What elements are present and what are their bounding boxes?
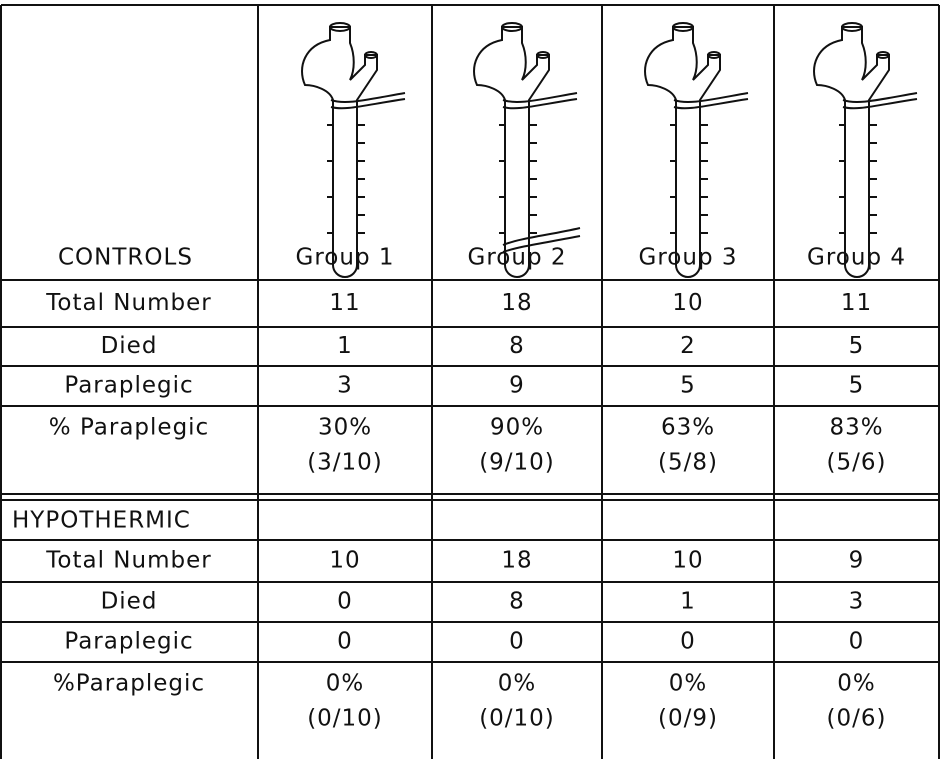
cell: (5/6) [827, 450, 887, 476]
group-header: Group 2 [468, 245, 567, 271]
cell: 0% [498, 671, 537, 697]
cell: 9 [509, 373, 525, 399]
aorta-diagram [301, 22, 406, 278]
cell: 8 [509, 333, 525, 359]
cell: 0 [509, 629, 525, 655]
cell: 5 [849, 373, 865, 399]
cell: 5 [849, 333, 865, 359]
cell: 83% [829, 415, 883, 441]
cell: 63% [661, 415, 715, 441]
cell: 0% [326, 671, 365, 697]
cell: 0 [337, 589, 353, 615]
cell: (5/8) [658, 450, 718, 476]
cell: (3/10) [307, 450, 383, 476]
cell: 0% [669, 671, 708, 697]
cell: 9 [849, 548, 865, 574]
row-label: % Paraplegic [49, 415, 209, 441]
cell: 0% [837, 671, 876, 697]
row-label: Paraplegic [64, 629, 193, 655]
group-header: Group 3 [639, 245, 738, 271]
cell: (0/10) [307, 706, 383, 732]
cell: 90% [490, 415, 544, 441]
cell: 3 [337, 373, 353, 399]
cell: 0 [849, 629, 865, 655]
aorta-diagram [813, 22, 918, 278]
row-label: Died [101, 589, 158, 615]
cell: 30% [318, 415, 372, 441]
cell: (0/10) [479, 706, 555, 732]
cell: 11 [329, 290, 360, 316]
cell: 10 [672, 548, 703, 574]
row-label: Total Number [45, 548, 211, 574]
lower-clamp [502, 227, 581, 253]
cell: 1 [680, 589, 696, 615]
group-header: Group 4 [807, 245, 906, 271]
section-title: HYPOTHERMIC [12, 508, 191, 534]
cell: 2 [680, 333, 696, 359]
cell: (0/6) [827, 706, 887, 732]
cell: 11 [841, 290, 872, 316]
row-label: Total Number [45, 290, 211, 316]
cell: 1 [337, 333, 353, 359]
cell: 5 [680, 373, 696, 399]
cell: 18 [501, 290, 532, 316]
diagrams [301, 22, 918, 278]
cell: 10 [329, 548, 360, 574]
cell: (9/10) [479, 450, 555, 476]
cell: 0 [680, 629, 696, 655]
row-label: Died [101, 333, 158, 359]
group-header: Group 1 [296, 245, 395, 271]
cell: (0/9) [658, 706, 718, 732]
cell: 3 [849, 589, 865, 615]
cell: 18 [501, 548, 532, 574]
row-label: %Paraplegic [53, 671, 205, 697]
corner-label: CONTROLS [58, 245, 193, 271]
cell: 0 [337, 629, 353, 655]
row-label: Paraplegic [64, 373, 193, 399]
aorta-diagram [644, 22, 749, 278]
cell: 8 [509, 589, 525, 615]
cell: 10 [672, 290, 703, 316]
